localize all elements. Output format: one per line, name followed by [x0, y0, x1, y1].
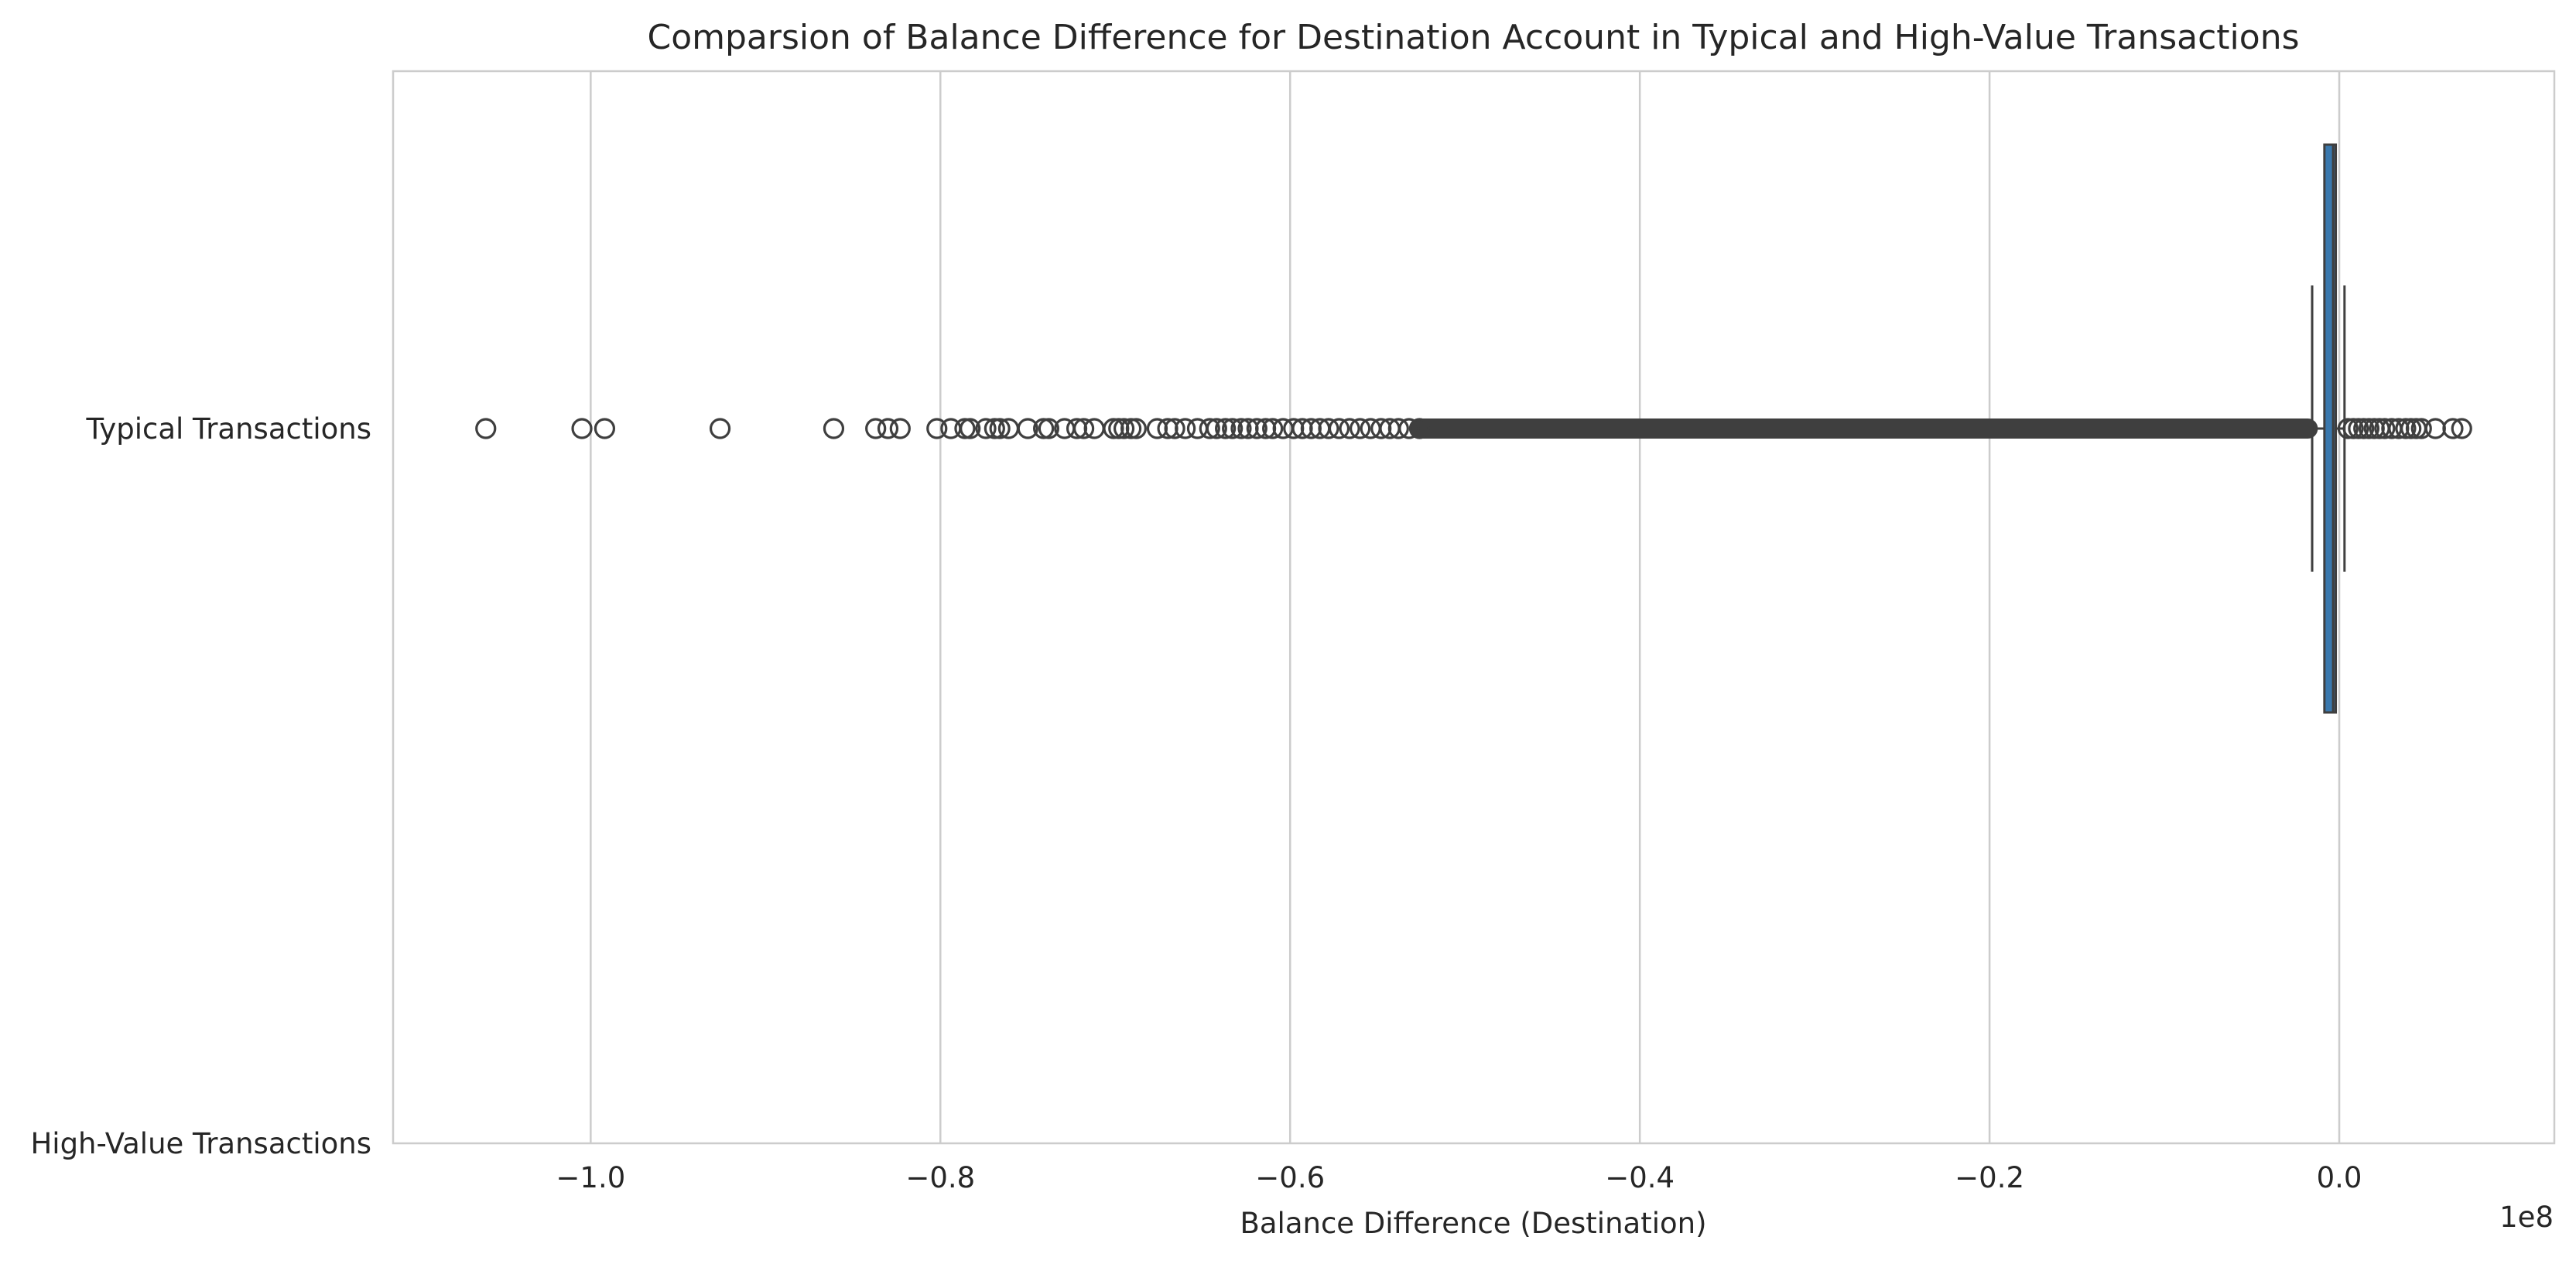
outlier-point [984, 418, 1005, 439]
outlier-point [1246, 418, 1267, 439]
outlier-point [1017, 418, 1038, 439]
outlier-point [2348, 418, 2369, 439]
outlier-point [594, 418, 616, 439]
outlier-point [823, 418, 845, 439]
x-tick-label: −0.6 [1255, 1161, 1325, 1194]
outlier-point [1262, 418, 1284, 439]
outlier-point [1215, 418, 1237, 439]
outlier-point [1230, 418, 1252, 439]
plot-data [475, 143, 2472, 714]
outlier-point [1387, 418, 1409, 439]
outlier-point [960, 418, 981, 439]
outlier-point [1125, 418, 1147, 439]
outlier-point [1113, 418, 1135, 439]
outlier-point [1120, 418, 1142, 439]
outlier-point [926, 418, 948, 439]
outlier-point [1164, 418, 1185, 439]
gridlines [590, 71, 2341, 1143]
x-axis-label: Balance Difference (Destination) [1240, 1207, 1706, 1240]
outlier-point [1206, 418, 1227, 439]
x-tick-label: 0.0 [2317, 1161, 2362, 1194]
x-tick-label: −0.8 [905, 1161, 975, 1194]
outlier-point [475, 418, 497, 439]
outlier-point [865, 418, 887, 439]
outlier-point [2451, 418, 2472, 439]
outlier-point [1408, 418, 1431, 439]
y-category-label: Typical Transactions [85, 412, 371, 446]
axes: −1.0 −0.8 −0.6 −0.4 −0.2 0.0 Typical Transacti… [30, 412, 2362, 1194]
outlier-point [889, 418, 911, 439]
outlier-point [954, 418, 976, 439]
x-tick-label: −0.4 [1605, 1161, 1675, 1194]
outlier-point [2353, 418, 2375, 439]
outlier-point [2395, 418, 2417, 439]
y-category-label: High-Value Transactions [30, 1127, 371, 1160]
outlier-point [1339, 418, 1360, 439]
outlier-point [2442, 418, 2464, 439]
outlier-point [2358, 418, 2380, 439]
outlier-point [1350, 418, 1371, 439]
outlier-point [989, 418, 1011, 439]
chart-title: Comparsion of Balance Difference for Des… [647, 18, 2299, 57]
outlier-point [571, 418, 593, 439]
outlier-point [1072, 418, 1095, 439]
x-tick-label: −1.0 [556, 1161, 625, 1194]
outlier-point [1038, 418, 1059, 439]
outlier-point [2400, 418, 2422, 439]
outlier-point [1318, 418, 1339, 439]
outlier-point [2410, 418, 2432, 439]
outlier-point [877, 418, 899, 439]
outlier-point [709, 418, 731, 439]
outlier-point [2374, 418, 2396, 439]
x-tick-label: −0.2 [1955, 1161, 2024, 1194]
outlier-point [1175, 418, 1196, 439]
outlier-point [1222, 418, 1244, 439]
plot-frame [392, 70, 2556, 1145]
outlier-point [975, 418, 997, 439]
outlier-point [1199, 418, 1220, 439]
outlier-point [1328, 418, 1350, 439]
outlier-point [1398, 418, 1420, 439]
x-axis-scale-label: 1e8 [2499, 1201, 2554, 1234]
outlier-point [1033, 418, 1055, 439]
